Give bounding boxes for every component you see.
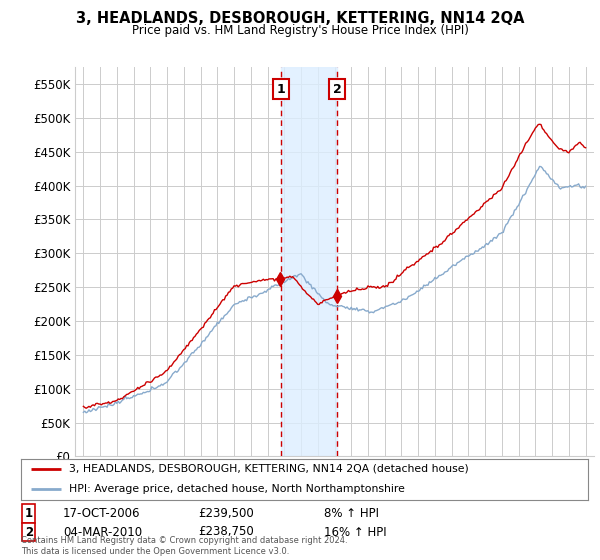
Text: 1: 1 <box>277 83 285 96</box>
Text: Contains HM Land Registry data © Crown copyright and database right 2024.
This d: Contains HM Land Registry data © Crown c… <box>21 536 347 556</box>
Text: Price paid vs. HM Land Registry's House Price Index (HPI): Price paid vs. HM Land Registry's House … <box>131 24 469 36</box>
Text: 3, HEADLANDS, DESBOROUGH, KETTERING, NN14 2QA (detached house): 3, HEADLANDS, DESBOROUGH, KETTERING, NN1… <box>69 464 469 474</box>
Text: 1: 1 <box>25 507 33 520</box>
Text: £238,750: £238,750 <box>198 525 254 539</box>
Text: 2: 2 <box>25 525 33 539</box>
Bar <box>281 67 337 456</box>
Text: 2: 2 <box>333 83 342 96</box>
Text: HPI: Average price, detached house, North Northamptonshire: HPI: Average price, detached house, Nort… <box>69 484 405 494</box>
Text: 17-OCT-2006: 17-OCT-2006 <box>63 507 140 520</box>
Text: 04-MAR-2010: 04-MAR-2010 <box>63 525 142 539</box>
Text: £239,500: £239,500 <box>198 507 254 520</box>
Text: 3, HEADLANDS, DESBOROUGH, KETTERING, NN14 2QA: 3, HEADLANDS, DESBOROUGH, KETTERING, NN1… <box>76 11 524 26</box>
Text: 16% ↑ HPI: 16% ↑ HPI <box>324 525 386 539</box>
Text: 8% ↑ HPI: 8% ↑ HPI <box>324 507 379 520</box>
